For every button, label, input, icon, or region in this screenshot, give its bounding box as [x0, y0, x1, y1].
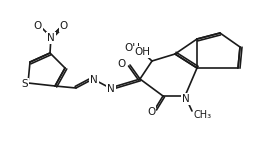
Text: O: O — [34, 21, 42, 31]
Text: OH: OH — [124, 43, 140, 53]
Text: CH₃: CH₃ — [194, 110, 212, 120]
Text: O: O — [118, 59, 126, 69]
Text: N: N — [107, 84, 115, 94]
Text: N: N — [90, 75, 98, 85]
Text: S: S — [22, 79, 28, 89]
Text: N: N — [182, 94, 190, 104]
Text: OH: OH — [134, 47, 150, 57]
Text: N: N — [47, 33, 55, 43]
Text: O: O — [60, 21, 68, 31]
Text: O: O — [147, 107, 155, 117]
